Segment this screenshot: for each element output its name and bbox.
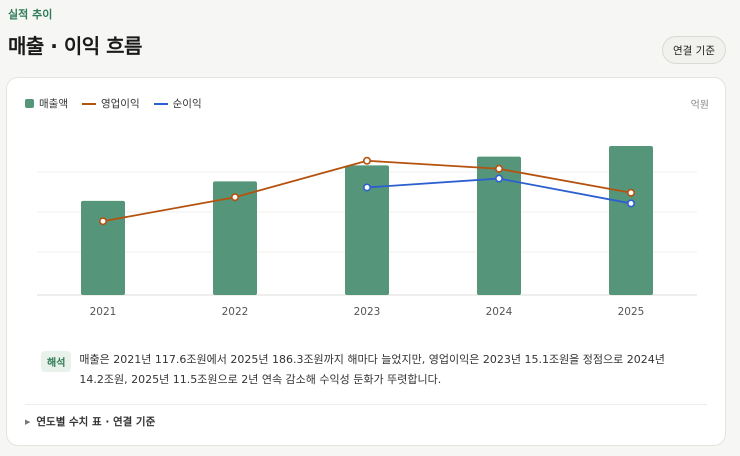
yearly-table-toggle-label: 연도별 수치 표 · 연결 기준 bbox=[36, 416, 156, 428]
x-tick-label-2023: 2023 bbox=[354, 306, 381, 318]
point-net-income-2025 bbox=[626, 199, 635, 208]
x-tick-label-2021: 2021 bbox=[90, 306, 117, 318]
point-operating-profit-2024 bbox=[494, 164, 503, 173]
legend-swatch-operating-profit bbox=[81, 102, 96, 105]
legend-label-net-income: 순이익 bbox=[172, 98, 202, 110]
x-tick-label-2022: 2022 bbox=[222, 306, 249, 318]
bar-revenue-2022 bbox=[213, 181, 257, 295]
point-operating-profit-2022 bbox=[231, 193, 240, 202]
bar-revenue-2024 bbox=[477, 156, 521, 295]
point-operating-profit-2025 bbox=[626, 188, 635, 197]
interpretation-badge: 해석 bbox=[41, 351, 72, 372]
point-net-income-2024 bbox=[494, 174, 503, 183]
legend-item-revenue: 매출액 bbox=[25, 96, 68, 111]
x-tick-label-2024: 2024 bbox=[486, 306, 513, 318]
yearly-table-toggle[interactable]: ▶ 연도별 수치 표 · 연결 기준 bbox=[25, 414, 155, 429]
chart-legend: 매출액 영업이익 순이익 bbox=[25, 96, 216, 111]
page-title: 매출 · 이익 흐름 bbox=[8, 34, 142, 58]
point-operating-profit-2021 bbox=[99, 217, 108, 226]
x-tick-label-2025: 2025 bbox=[618, 306, 645, 318]
section-eyebrow: 실적 추이 bbox=[8, 8, 53, 21]
interpretation-note: 해석 매출은 2021년 117.6조원에서 2025년 186.3조원까지 해… bbox=[41, 350, 691, 390]
legend-swatch-revenue bbox=[25, 99, 34, 108]
bar-revenue-2021 bbox=[81, 200, 125, 295]
legend-label-revenue: 매출액 bbox=[39, 98, 68, 110]
legend-label-operating-profit: 영업이익 bbox=[100, 98, 140, 110]
unit-label: 억원 bbox=[690, 100, 709, 111]
legend-swatch-net-income bbox=[153, 102, 168, 105]
point-net-income-2023 bbox=[362, 183, 371, 192]
bar-revenue-2025 bbox=[609, 145, 653, 295]
bar-revenue-2023 bbox=[345, 165, 389, 295]
consolidated-basis-button[interactable]: 연결 기준 bbox=[662, 36, 726, 64]
legend-item-operating-profit: 영업이익 bbox=[81, 96, 140, 111]
interpretation-text: 매출은 2021년 117.6조원에서 2025년 186.3조원까지 해마다 … bbox=[79, 353, 665, 386]
legend-item-net-income: 순이익 bbox=[153, 96, 202, 111]
disclosure-triangle-icon: ▶ bbox=[25, 417, 31, 426]
divider bbox=[25, 404, 707, 405]
chart-card: 매출액 영업이익 순이익 억원 2021 2022 2023 2024 2025 해석 … bbox=[6, 77, 726, 446]
revenue-profit-chart: 2021 2022 2023 2024 2025 bbox=[37, 145, 697, 318]
point-operating-profit-2023 bbox=[362, 156, 371, 165]
